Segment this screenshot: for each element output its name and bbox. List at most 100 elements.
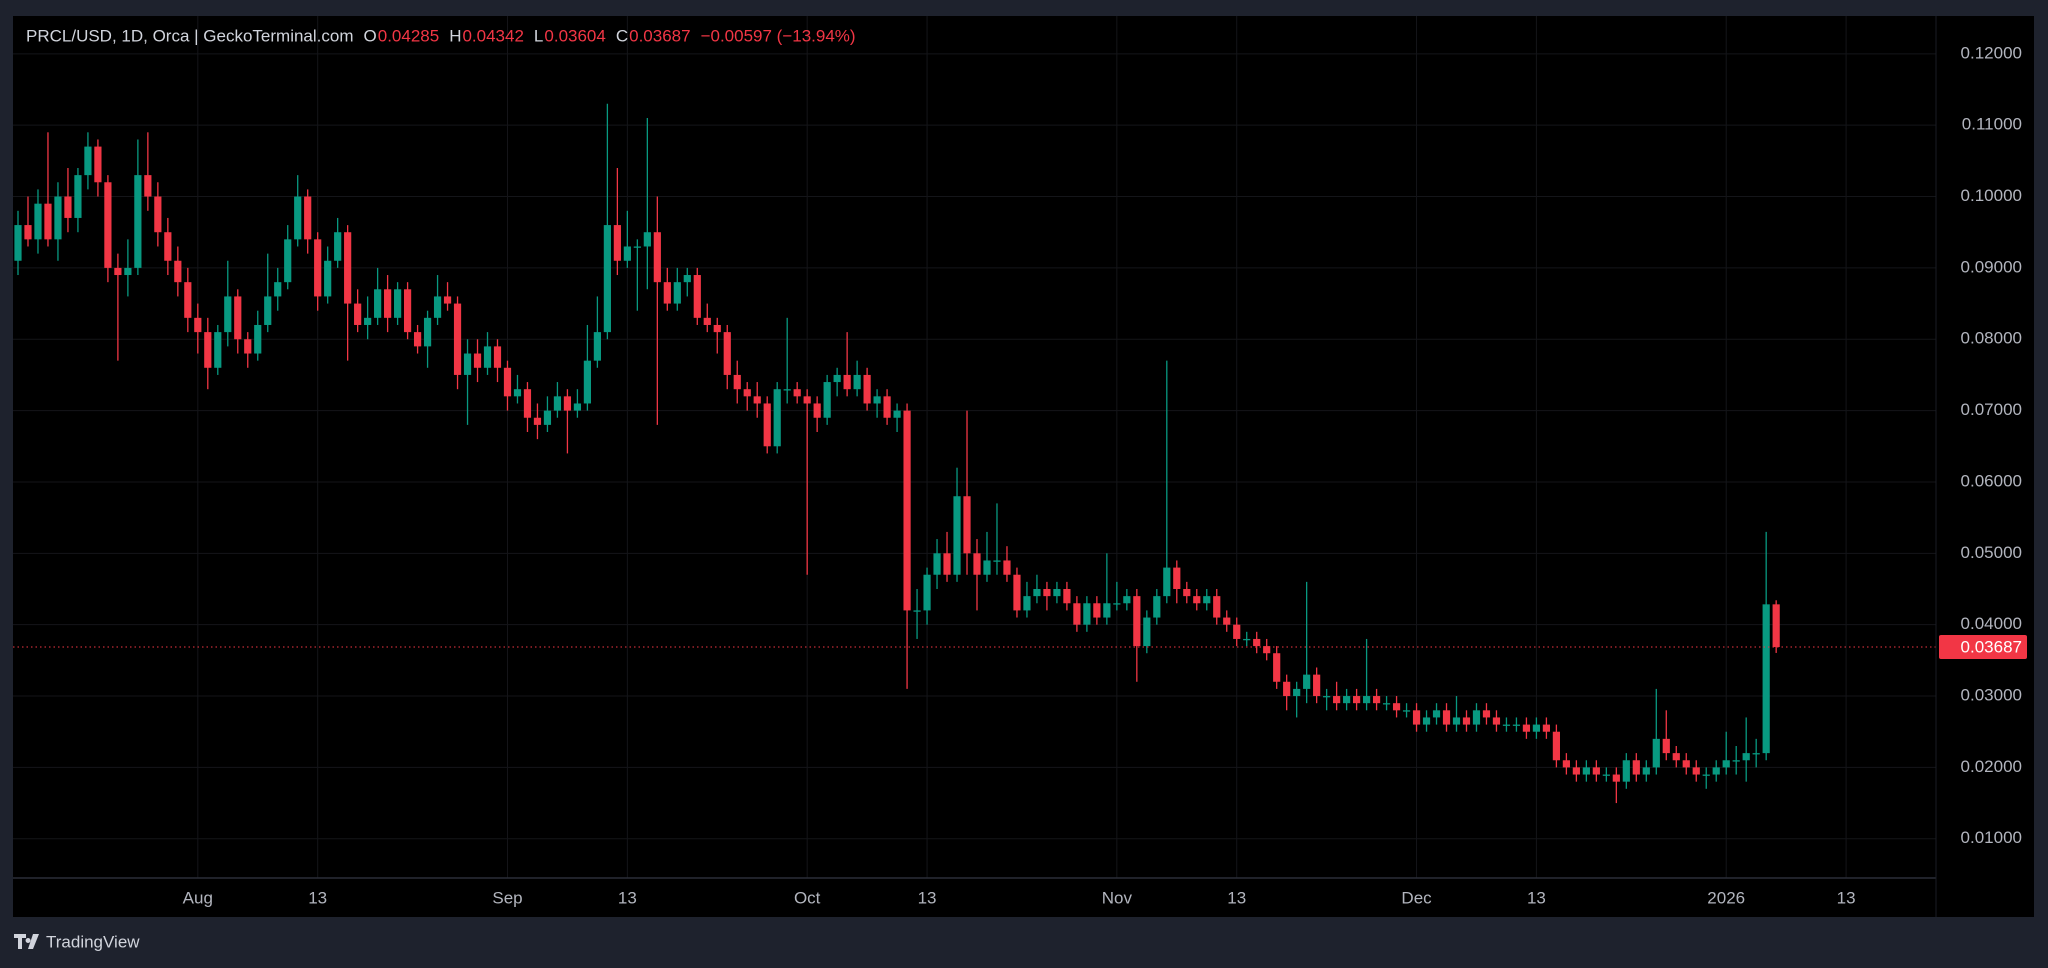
- candle-body: [533, 417, 542, 425]
- candle-body: [1592, 767, 1600, 775]
- candle-body: [1203, 596, 1211, 604]
- candle-body: [64, 196, 72, 218]
- candle-body: [1053, 589, 1061, 597]
- y-tick-label: 0.12000: [1961, 43, 2022, 62]
- candle-body: [144, 175, 152, 197]
- candle-body: [933, 553, 941, 575]
- candle-body: [583, 360, 591, 404]
- y-tick-label: 0.09000: [1961, 257, 2022, 276]
- ohlc-value: 0.03604: [544, 26, 605, 45]
- candle-body: [1243, 638, 1251, 641]
- y-tick-label: 0.07000: [1961, 400, 2022, 419]
- candle-body: [1113, 603, 1121, 605]
- candle-body: [1462, 717, 1471, 725]
- candle-body: [413, 332, 422, 347]
- candle-body: [823, 382, 831, 418]
- candle-body: [483, 346, 492, 368]
- y-tick-label: 0.10000: [1961, 186, 2022, 205]
- chart-panel: [13, 16, 2034, 917]
- candle-body: [593, 332, 601, 361]
- candle-body: [1622, 760, 1630, 782]
- candle-body: [1303, 674, 1311, 689]
- candle-body: [1283, 681, 1291, 697]
- x-tick-label: Aug: [183, 888, 213, 907]
- candle-body: [344, 232, 352, 304]
- candle-body: [274, 282, 282, 297]
- candle-body: [893, 410, 901, 418]
- candle-body: [314, 239, 322, 297]
- candle-body: [1143, 617, 1151, 647]
- candle-body: [503, 367, 512, 397]
- candle-body: [1103, 603, 1111, 618]
- candle-body: [1093, 603, 1101, 618]
- candle-body: [354, 303, 362, 325]
- candle-body: [553, 396, 562, 411]
- candle-body: [493, 346, 502, 368]
- candle-body: [1572, 767, 1580, 775]
- candle-body: [1253, 638, 1261, 647]
- candle-body: [304, 196, 312, 240]
- candle-body: [1333, 696, 1341, 704]
- candle-body: [1353, 696, 1361, 704]
- candle-body: [154, 196, 162, 233]
- candle-body: [1652, 738, 1660, 768]
- candle-body: [1263, 646, 1271, 654]
- candle-body: [1632, 760, 1640, 775]
- candle-body: [433, 296, 442, 318]
- ohlc-letter: H: [449, 26, 461, 45]
- candle-body: [943, 553, 951, 575]
- candle-body: [24, 225, 32, 240]
- candle-body: [1273, 653, 1281, 682]
- candle-body: [1502, 724, 1511, 726]
- candle-body: [54, 196, 62, 240]
- y-tick-label: 0.02000: [1961, 757, 2022, 776]
- candle-body: [264, 296, 272, 325]
- candle-body: [983, 560, 991, 575]
- candle-body: [793, 389, 801, 397]
- y-tick-label: 0.04000: [1961, 614, 2022, 633]
- candle-body: [174, 260, 182, 283]
- ohlc-value: 0.04342: [462, 26, 523, 45]
- candle-body: [653, 232, 661, 283]
- candle-body: [963, 496, 971, 554]
- candle-body: [1482, 710, 1491, 718]
- candle-body: [1193, 596, 1201, 604]
- candle-body: [863, 374, 871, 404]
- candle-body: [124, 267, 132, 276]
- candle-body: [563, 396, 572, 411]
- candle-body: [394, 289, 402, 318]
- candle-body: [194, 317, 202, 333]
- candle-body: [114, 267, 122, 276]
- candle-body: [1542, 724, 1551, 732]
- candle-body: [523, 389, 532, 418]
- x-tick-label: 13: [1527, 888, 1546, 907]
- brand-name: TradingView: [46, 932, 140, 951]
- y-tick-label: 0.08000: [1961, 329, 2022, 348]
- candle-body: [973, 553, 981, 575]
- candle-body: [733, 374, 741, 390]
- candle-body: [623, 246, 631, 261]
- candle-body: [643, 232, 651, 247]
- candle-body: [613, 225, 621, 261]
- y-tick-label: 0.01000: [1961, 828, 2022, 847]
- brand: TradingView: [14, 932, 140, 951]
- candle-body: [703, 317, 711, 325]
- candle-body: [1602, 774, 1610, 776]
- candle-body: [384, 289, 392, 318]
- candles: [13, 103, 1936, 804]
- ohlc-value: 0.03687: [629, 26, 690, 45]
- candle-body: [883, 396, 891, 418]
- candle-body: [1452, 717, 1461, 725]
- candle-body: [1662, 738, 1670, 754]
- x-tick-label: Dec: [1401, 888, 1432, 907]
- candle-body: [224, 296, 232, 333]
- candle-body: [603, 225, 611, 333]
- candle-body: [364, 317, 372, 325]
- candle-body: [1213, 596, 1221, 618]
- candle-body: [324, 260, 332, 297]
- candle-body: [1702, 774, 1710, 776]
- candle-body: [1382, 703, 1391, 705]
- candle-body: [1762, 604, 1770, 754]
- candle-body: [134, 175, 142, 268]
